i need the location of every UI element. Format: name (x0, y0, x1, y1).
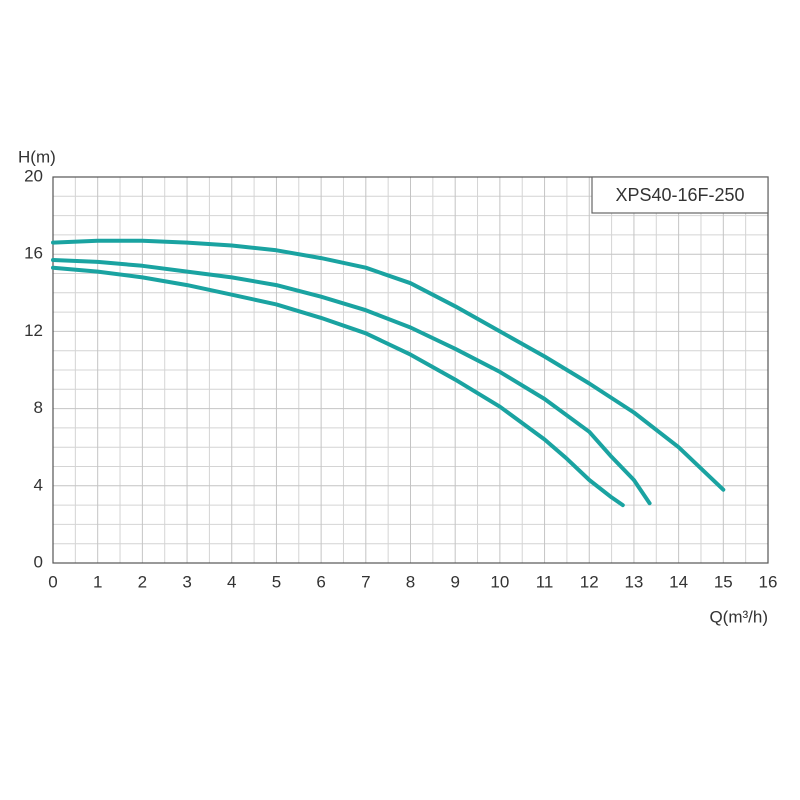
pump-curve (51, 265, 625, 508)
x-tick-label: 12 (580, 572, 599, 591)
pump-curve (51, 238, 726, 492)
x-tick-label: 10 (490, 572, 509, 591)
y-tick-label: 16 (24, 244, 43, 263)
y-tick-label: 8 (34, 398, 43, 417)
x-tick-label: 13 (624, 572, 643, 591)
y-tick-label: 0 (34, 552, 43, 571)
y-tick-label: 12 (24, 321, 43, 340)
curves (51, 238, 726, 508)
x-tick-label: 14 (669, 572, 688, 591)
x-tick-label: 1 (93, 572, 102, 591)
x-tick-label: 2 (138, 572, 147, 591)
x-tick-label: 16 (759, 572, 778, 591)
x-tick-label: 8 (406, 572, 415, 591)
x-tick-label: 7 (361, 572, 370, 591)
x-tick-label: 11 (536, 572, 554, 591)
y-axis-label: H(m) (18, 147, 56, 166)
annotation-box (591, 176, 769, 214)
y-tick-label: 20 (24, 166, 43, 185)
x-tick-label: 4 (227, 572, 236, 591)
annotation: XPS40-16F-250 (615, 185, 744, 205)
x-tick-label: 15 (714, 572, 733, 591)
x-tick-label: 0 (48, 572, 57, 591)
x-axis-label: Q(m³/h) (709, 607, 768, 626)
x-tick-label: 3 (182, 572, 191, 591)
x-tick-label: 9 (450, 572, 459, 591)
plot-border (52, 176, 769, 564)
x-tick-label: 5 (272, 572, 281, 591)
pump-curve (51, 258, 652, 506)
x-tick-label: 6 (316, 572, 325, 591)
y-tick-label: 4 (34, 475, 43, 494)
